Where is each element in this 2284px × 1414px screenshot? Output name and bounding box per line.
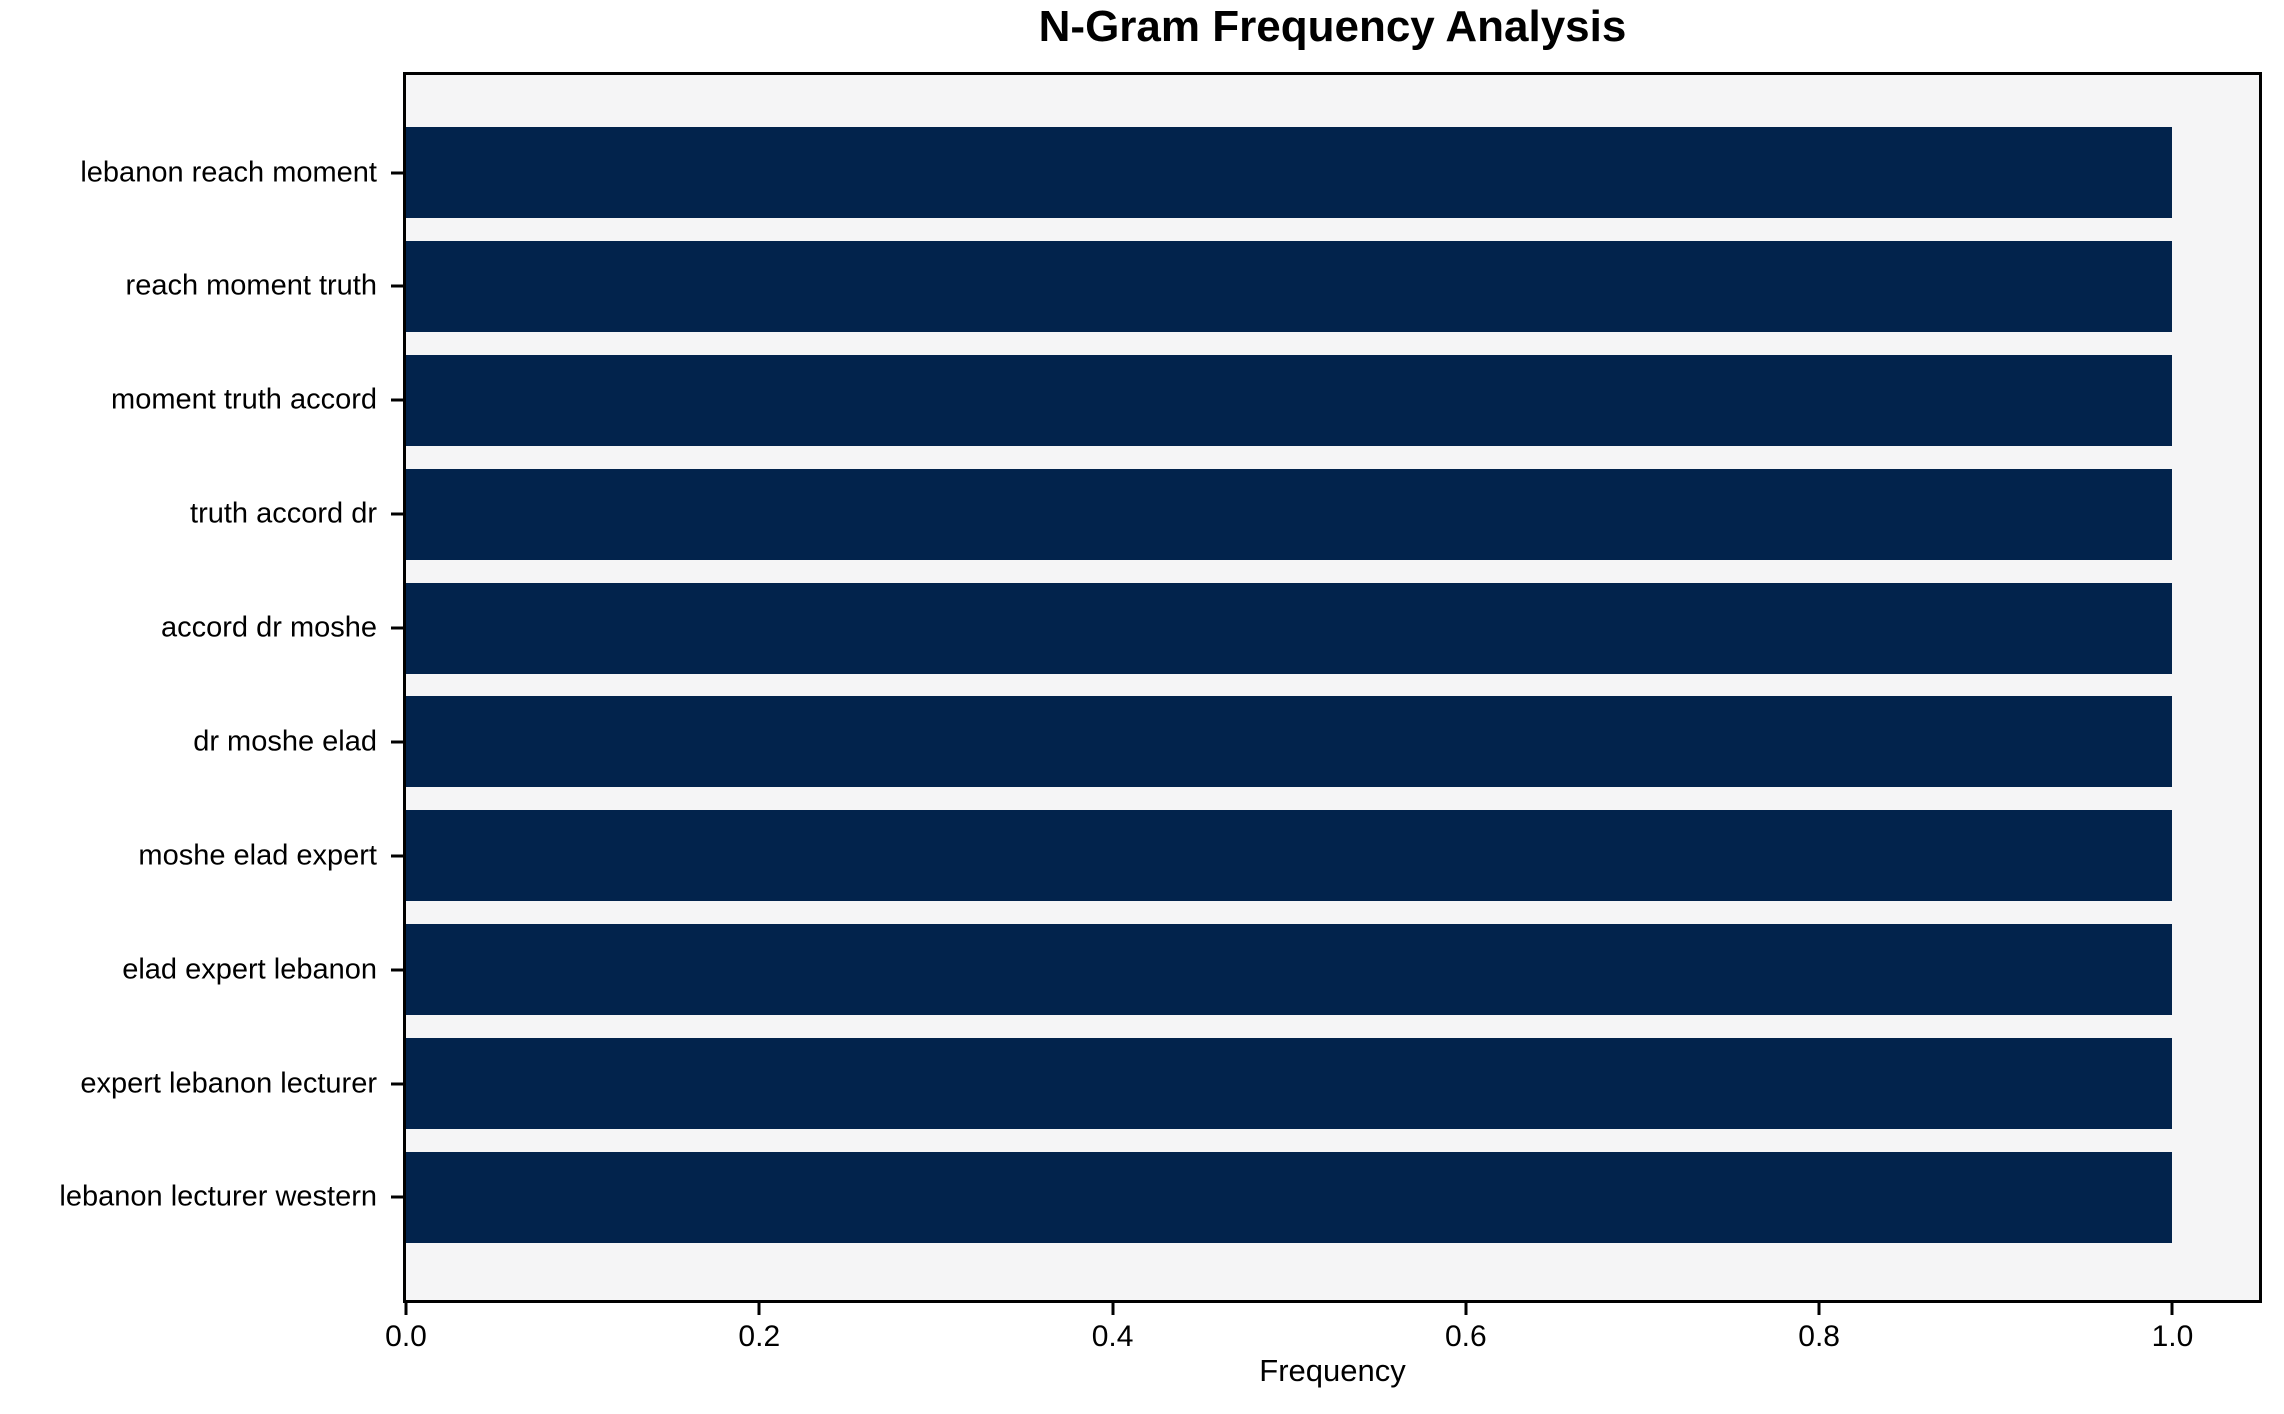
bar-row: dr moshe elad — [193, 696, 2259, 788]
y-tick-label: dr moshe elad — [193, 725, 377, 758]
bar — [406, 1038, 2173, 1129]
y-tick-mark — [391, 968, 403, 972]
bar — [406, 696, 2173, 788]
x-tick-mark — [757, 1303, 761, 1315]
bar-row: reach moment truth — [126, 240, 2259, 332]
y-tick-label: lebanon lecturer western — [59, 1180, 377, 1213]
x-tick-label: 0.4 — [1091, 1320, 1134, 1353]
bar — [406, 127, 2173, 218]
y-tick-mark — [391, 740, 403, 744]
bar — [406, 354, 2173, 446]
bar — [406, 924, 2173, 1016]
y-tick-label: moshe elad expert — [138, 839, 377, 872]
bar-row: expert lebanon lecturer — [80, 1038, 2259, 1129]
bar-row: moshe elad expert — [138, 810, 2259, 902]
y-tick-mark — [391, 512, 403, 516]
x-tick-label: 1.0 — [2151, 1320, 2194, 1353]
x-tick-mark — [404, 1303, 408, 1315]
bar-row: elad expert lebanon — [122, 924, 2259, 1016]
y-tick-mark — [391, 398, 403, 402]
y-tick-label: accord dr moshe — [161, 611, 377, 644]
chart-title: N-Gram Frequency Analysis — [1038, 2, 1627, 51]
bar-row: accord dr moshe — [161, 582, 2259, 674]
y-tick-label: moment truth accord — [111, 383, 377, 416]
y-tick-label: lebanon reach moment — [80, 156, 377, 188]
y-tick-mark — [391, 171, 403, 174]
bar-row: moment truth accord — [111, 354, 2259, 446]
bar — [406, 240, 2173, 332]
x-tick-label: 0.6 — [1445, 1320, 1487, 1353]
x-tick-mark — [1817, 1303, 1821, 1315]
bar — [406, 810, 2173, 902]
x-tick-mark — [1111, 1303, 1115, 1315]
bar-row: truth accord dr — [190, 468, 2259, 560]
y-tick-label: truth accord dr — [190, 497, 377, 530]
y-tick-mark — [391, 854, 403, 858]
bar-row: lebanon reach moment — [80, 127, 2259, 218]
bar — [406, 582, 2173, 674]
y-tick-mark — [391, 284, 403, 288]
y-tick-mark — [391, 1195, 403, 1199]
x-tick-mark — [2170, 1303, 2174, 1315]
y-tick-label: reach moment truth — [125, 269, 377, 302]
bars-area: lebanon reach moment reach moment truth mo… — [59, 75, 2259, 1300]
x-tick-mark — [1464, 1303, 1468, 1315]
x-tick-label: 0.8 — [1798, 1320, 1840, 1353]
x-tick-label: 0.2 — [738, 1320, 781, 1353]
bar-row: lebanon lecturer western — [59, 1151, 2259, 1243]
x-axis-label: Frequency — [1259, 1353, 1406, 1388]
y-tick-mark — [391, 1082, 403, 1085]
y-tick-label: elad expert lebanon — [122, 953, 377, 986]
y-tick-label: expert lebanon lecturer — [80, 1067, 377, 1099]
plot-area: lebanon reach moment reach moment truth mo… — [59, 72, 2262, 1352]
bar — [406, 1151, 2173, 1243]
x-tick-label: 0.0 — [385, 1320, 427, 1353]
y-tick-mark — [391, 626, 403, 630]
bar — [406, 468, 2173, 560]
